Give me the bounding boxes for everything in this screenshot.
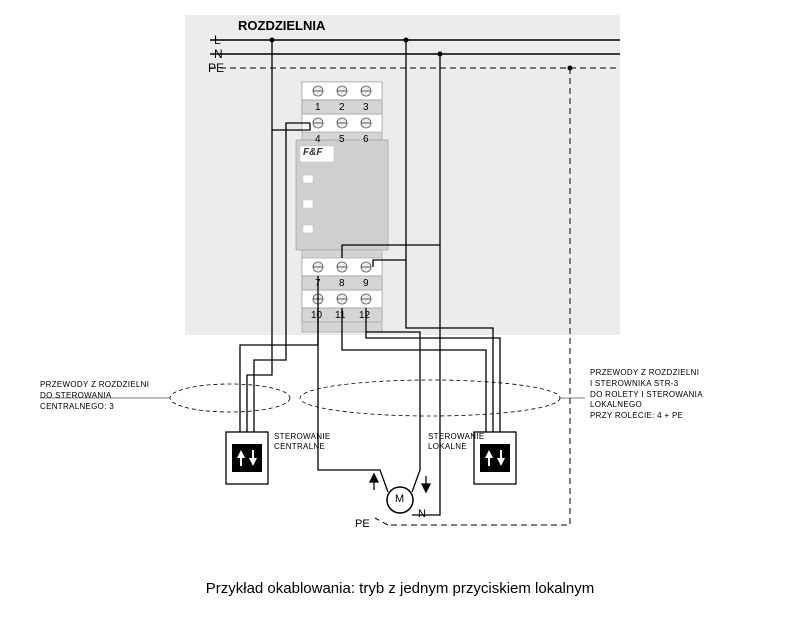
panel-title: ROZDZIELNIA	[238, 18, 325, 33]
switch-central-label: STEROWANIE CENTRALNE	[274, 432, 330, 453]
right-note: PRZEWODY Z ROZDZIELNI I STEROWNIKA STR-3…	[590, 368, 703, 422]
svg-text:8: 8	[339, 278, 345, 289]
bus-pe-label: PE	[208, 61, 224, 75]
motor-label: M	[395, 493, 404, 505]
svg-text:1: 1	[315, 102, 321, 113]
svg-text:5: 5	[339, 134, 345, 145]
svg-text:3: 3	[363, 102, 369, 113]
svg-text:10: 10	[311, 310, 323, 321]
left-note: PRZEWODY Z ROZDZIELNI DO STEROWANIA CENT…	[40, 380, 149, 412]
svg-text:11: 11	[335, 310, 346, 321]
bus-n-label: N	[214, 47, 223, 61]
svg-text:2: 2	[339, 102, 345, 113]
switch-local-label: STEROWANIE LOKALNE	[428, 432, 484, 453]
svg-text:12: 12	[359, 310, 371, 321]
svg-text:6: 6	[363, 134, 369, 145]
wiring-svg: 1 2 3 4 5 6 7 8 9 10 11 12	[0, 0, 800, 629]
n-bottom-label: N	[418, 508, 426, 520]
bus-l-label: L	[214, 33, 221, 47]
pe-bottom-label: PE	[355, 518, 370, 530]
diagram-caption: Przykład okablowania: tryb z jednym przy…	[0, 580, 800, 597]
svg-text:9: 9	[363, 278, 369, 289]
svg-text:4: 4	[315, 134, 321, 145]
device-brand: F&F	[303, 147, 322, 158]
